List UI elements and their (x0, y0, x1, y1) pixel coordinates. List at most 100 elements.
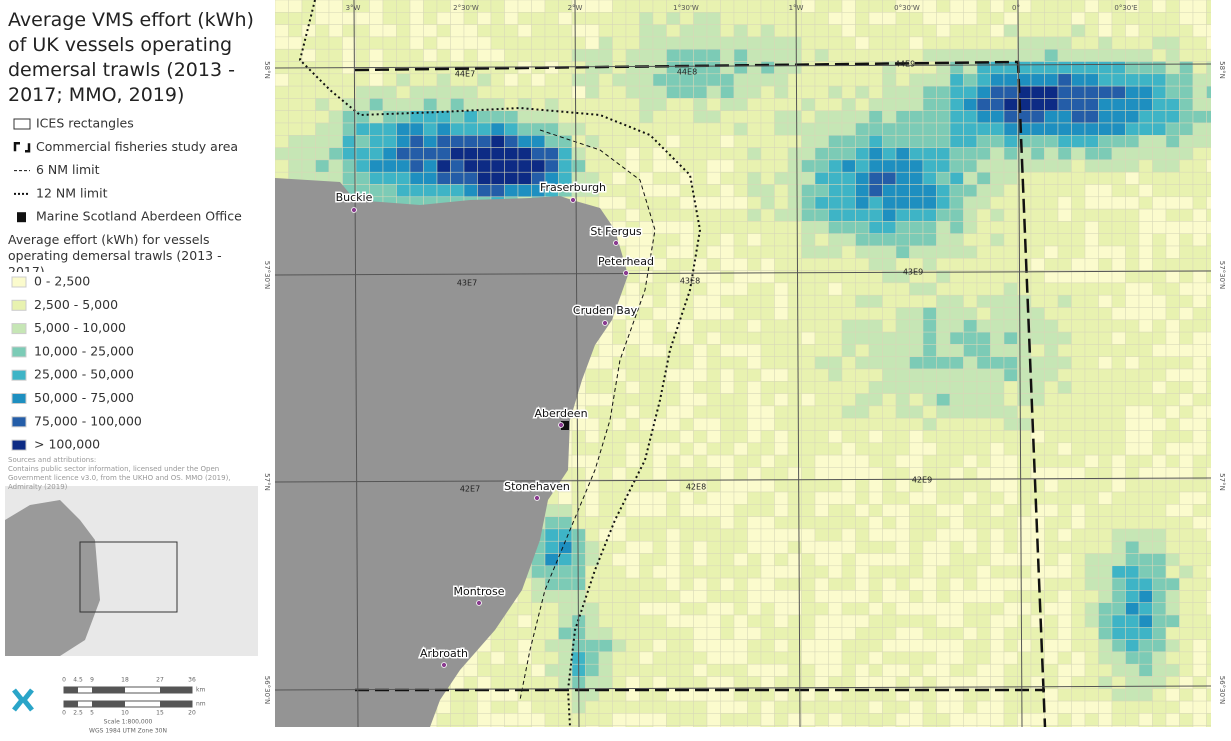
grid-cell (639, 565, 654, 579)
grid-cell (679, 417, 694, 431)
sources-heading: Sources and attributions: (8, 456, 97, 464)
grid-cell (1125, 245, 1140, 259)
grid-cell (1057, 344, 1072, 357)
grid-cell (990, 553, 1005, 567)
grid-cell (882, 307, 897, 321)
grid-cell (922, 368, 937, 382)
grid-cell (315, 110, 330, 124)
grid-cell (301, 12, 316, 25)
grid-cell (1125, 700, 1140, 714)
grid-cell (855, 233, 870, 247)
grid-cell (720, 85, 735, 99)
grid-cell (868, 110, 883, 124)
grid-cell (828, 639, 843, 653)
grid-cell (531, 676, 546, 690)
grid-cell (990, 36, 1005, 50)
grid-cell (720, 208, 735, 222)
grid-cell (760, 405, 775, 419)
grid-cell (666, 540, 681, 554)
grid-cell (1098, 368, 1113, 382)
grid-cell (747, 454, 762, 468)
grid-cell (1125, 98, 1140, 111)
grid-cell (1152, 553, 1167, 567)
grid-cell (963, 356, 978, 370)
grid-cell (544, 540, 559, 554)
grid-cell (895, 417, 910, 431)
grid-cell (396, 24, 411, 38)
grid-cell (841, 12, 856, 25)
grid-cell (1003, 258, 1018, 271)
grid-cell (342, 85, 357, 99)
grid-cell (517, 110, 532, 124)
grid-cell (990, 24, 1005, 38)
legend-label: 0 - 2,500 (34, 274, 90, 289)
grid-cell (423, 73, 438, 87)
grid-cell (706, 417, 721, 431)
grid-cell (693, 159, 708, 173)
grid-cell (342, 135, 357, 148)
grid-cell (275, 73, 289, 87)
grid-cell (382, 0, 397, 13)
grid-cell (693, 651, 708, 665)
grid-cell (1206, 602, 1211, 616)
grid-cell (895, 663, 910, 677)
grid-cell (855, 442, 870, 456)
grid-cell (315, 24, 330, 38)
grid-cell (841, 122, 856, 136)
grid-cell (936, 393, 951, 407)
grid-cell (1165, 713, 1180, 726)
grid-cell (720, 590, 735, 603)
grid-cell (1152, 639, 1167, 653)
grid-cell (1003, 725, 1018, 727)
grid-cell (909, 639, 924, 653)
grid-cell (949, 700, 964, 714)
grid-cell (1179, 614, 1194, 628)
grid-cell (841, 307, 856, 321)
grid-cell (936, 663, 951, 677)
grid-cell (1030, 602, 1045, 616)
grid-cell (733, 319, 748, 333)
grid-cell (733, 725, 748, 727)
grid-cell (990, 627, 1005, 640)
grid-cell (409, 159, 424, 173)
grid-cell (1071, 577, 1086, 591)
grid-cell (1017, 713, 1032, 726)
grid-cell (1138, 540, 1153, 554)
grid-cell (990, 639, 1005, 653)
grid-cell (706, 442, 721, 456)
grid-cell (585, 24, 600, 38)
grid-cell (1003, 577, 1018, 591)
grid-cell (774, 479, 789, 493)
grid-cell (1071, 430, 1086, 444)
grid-cell (1071, 651, 1086, 665)
grid-cell (828, 528, 843, 542)
grid-cell (666, 393, 681, 407)
grid-cell (1071, 208, 1086, 222)
grid-cell (571, 98, 586, 111)
grid-cell (936, 528, 951, 542)
grid-cell (949, 627, 964, 640)
grid-cell (1138, 270, 1153, 284)
grid-cell (1125, 344, 1140, 357)
grid-cell (1057, 282, 1072, 296)
grid-cell (760, 294, 775, 308)
grid-cell (625, 565, 640, 579)
grid-cell (720, 725, 735, 727)
grid-cell (639, 553, 654, 567)
grid-cell (720, 577, 735, 591)
grid-cell (423, 725, 438, 727)
grid-cell (774, 602, 789, 616)
grid-cell (1044, 467, 1059, 480)
grid-cell (1125, 319, 1140, 333)
grid-cell (315, 159, 330, 173)
grid-cell (963, 700, 978, 714)
grid-cell (1192, 676, 1207, 690)
grid-cell (828, 627, 843, 640)
grid-cell (909, 602, 924, 616)
grid-cell (963, 417, 978, 431)
grid-cell (922, 135, 937, 148)
grid-cell (922, 700, 937, 714)
grid-cell (841, 48, 856, 62)
grid-cell (571, 417, 586, 431)
grid-cell (882, 504, 897, 517)
